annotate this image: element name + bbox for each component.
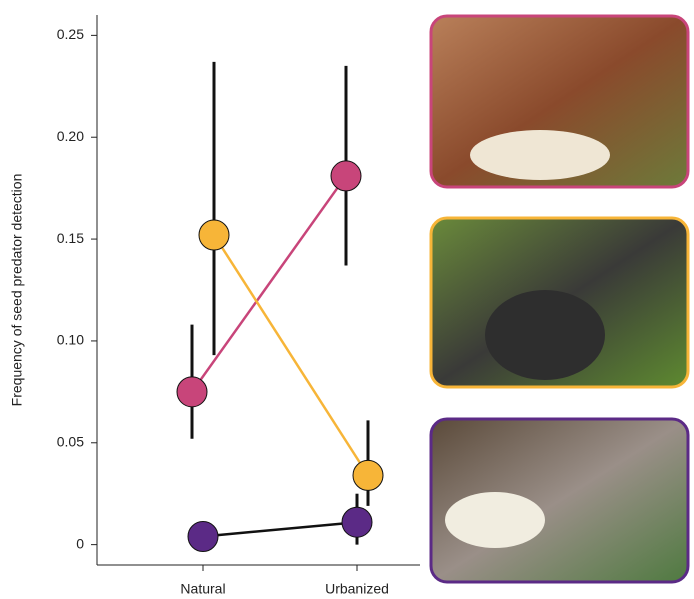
photo-seed (470, 130, 610, 180)
point (176, 376, 208, 408)
point (187, 520, 219, 552)
y-axis-label: Frequency of seed predator detection (9, 174, 25, 407)
y-tick-label: 0.20 (57, 128, 84, 144)
photo-seed (445, 492, 545, 548)
y-tick-label: 0.05 (57, 433, 84, 449)
point (198, 219, 230, 251)
series-line (202, 520, 358, 538)
photo-animal (485, 290, 605, 380)
y-tick-label: 0.10 (57, 332, 84, 348)
x-tick-label: Urbanized (325, 581, 389, 597)
point (352, 459, 384, 491)
y-tick-label: 0 (76, 535, 84, 551)
x-tick-label: Natural (180, 581, 225, 597)
series-line (212, 234, 370, 477)
point (341, 506, 373, 538)
y-tick-label: 0.25 (57, 26, 84, 42)
series-line (190, 175, 348, 393)
y-tick-label: 0.15 (57, 230, 84, 246)
point (330, 160, 362, 192)
